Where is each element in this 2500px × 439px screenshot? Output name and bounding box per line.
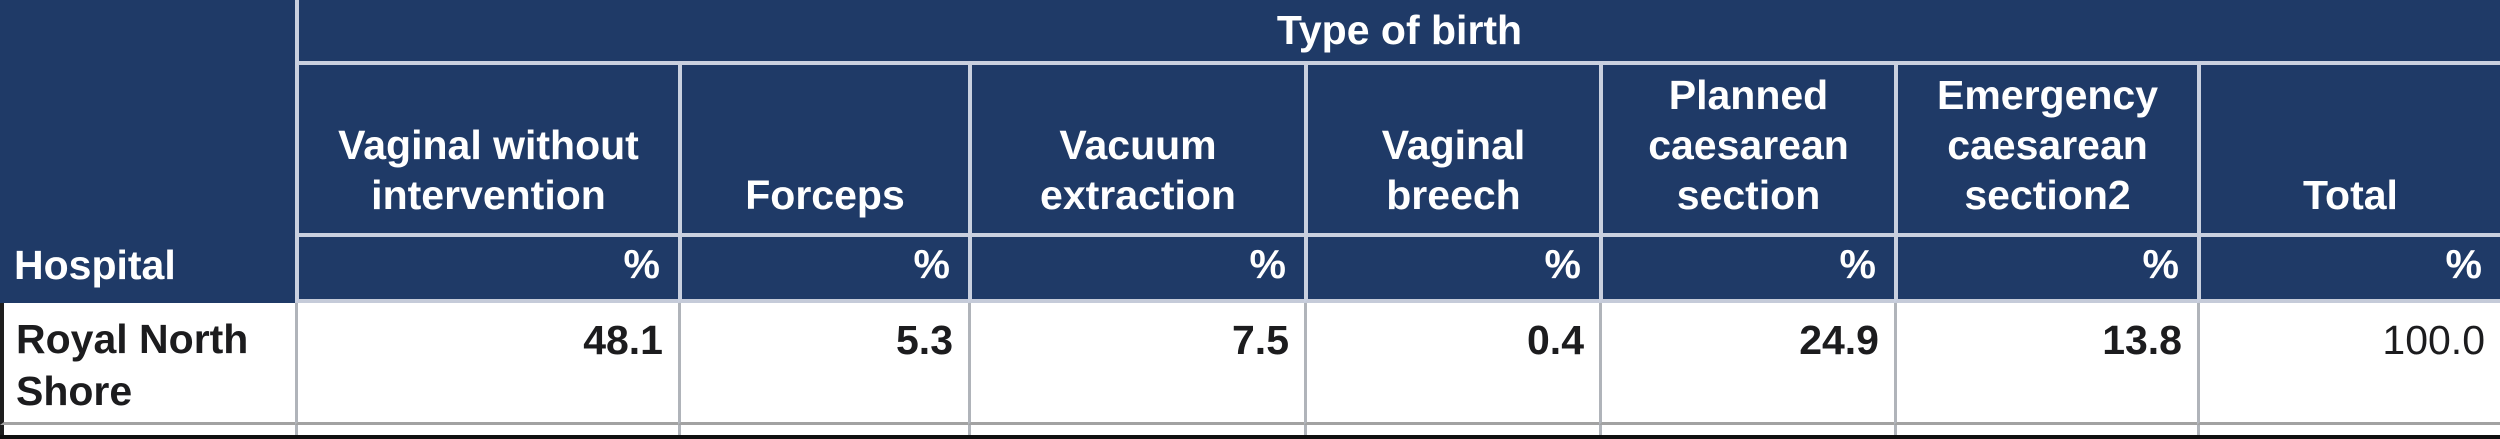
column-header-emergency-caesarean-section: Emergency caesarean section2: [1894, 65, 2197, 237]
bottom-edge-bar: [0, 435, 2500, 439]
row-header-hospital: Hospital: [0, 0, 295, 303]
value-planned-caesarean-section: 24.9: [1599, 303, 1894, 425]
unit-cell-total: %: [2197, 237, 2500, 303]
value-forceps: 5.3: [678, 303, 968, 425]
column-header-forceps: Forceps: [678, 65, 968, 237]
next-row-stub: [1599, 425, 1894, 435]
unit-cell-emergency-caesarean-section: %: [1894, 237, 2197, 303]
next-row-stub: [968, 425, 1304, 435]
unit-cell-vacuum-extraction: %: [968, 237, 1304, 303]
next-row-stub: [678, 425, 968, 435]
span-header-type-of-birth: Type of birth: [295, 0, 2500, 65]
next-row-stub: [1304, 425, 1599, 435]
row-label-royal-north-shore: Royal North Shore: [0, 303, 295, 425]
column-header-vaginal-breech: Vaginal breech: [1304, 65, 1599, 237]
value-vaginal-breech: 0.4: [1304, 303, 1599, 425]
next-row-stub: [295, 425, 678, 435]
next-row-stub: [0, 425, 295, 435]
column-header-vaginal-without-intervention: Vaginal without intervention: [295, 65, 678, 237]
next-row-stub: [1894, 425, 2197, 435]
value-vaginal-without-intervention: 48.1: [295, 303, 678, 425]
value-vacuum-extraction: 7.5: [968, 303, 1304, 425]
column-header-total: Total: [2197, 65, 2500, 237]
unit-cell-planned-caesarean-section: %: [1599, 237, 1894, 303]
value-emergency-caesarean-section: 13.8: [1894, 303, 2197, 425]
unit-cell-vaginal-without-intervention: %: [295, 237, 678, 303]
value-total: 100.0: [2197, 303, 2500, 425]
column-header-vacuum-extraction: Vacuum extraction: [968, 65, 1304, 237]
next-row-stub: [2197, 425, 2500, 435]
column-header-planned-caesarean-section: Planned caesarean section: [1599, 65, 1894, 237]
unit-cell-vaginal-breech: %: [1304, 237, 1599, 303]
unit-cell-forceps: %: [678, 237, 968, 303]
